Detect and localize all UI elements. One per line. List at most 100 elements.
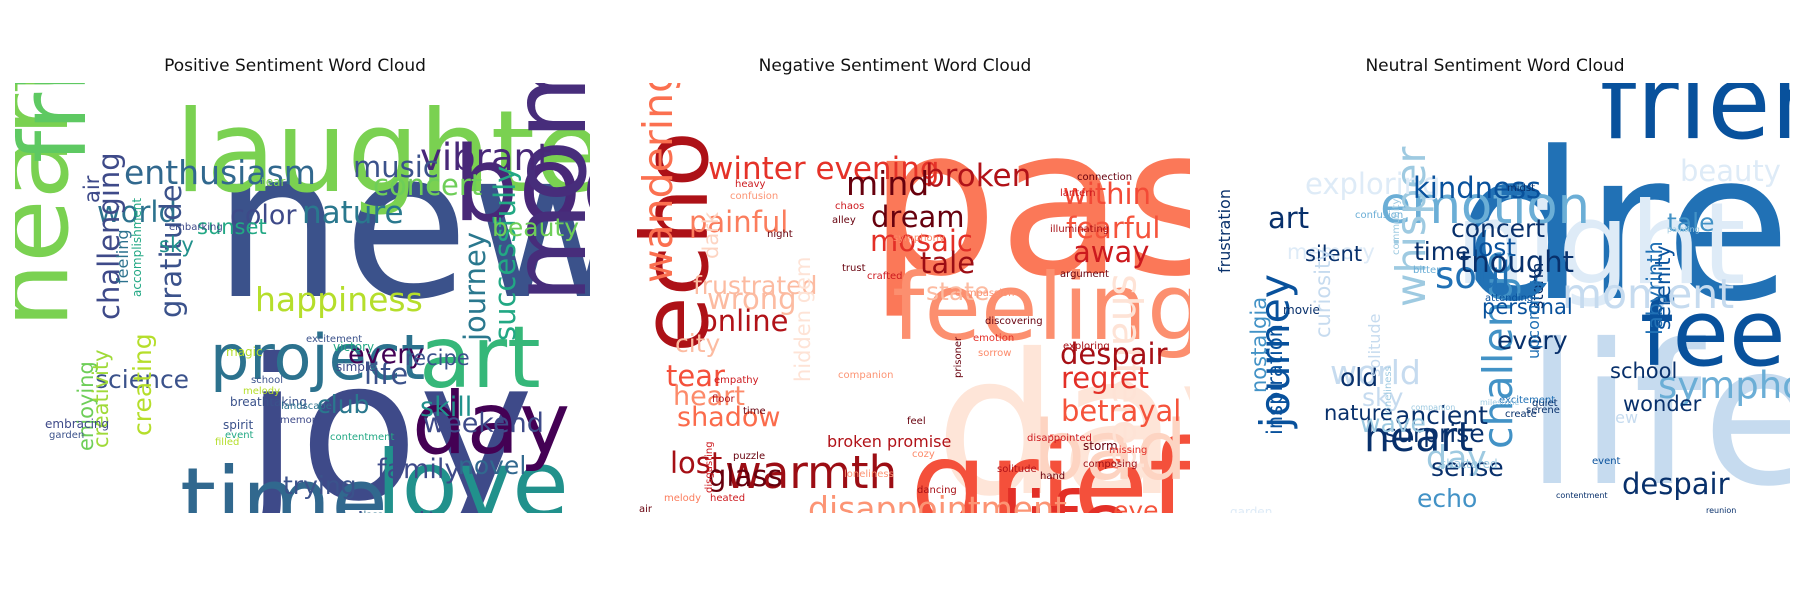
word-2-12: soul (1435, 254, 1511, 297)
word-2-9: moment (1562, 270, 1734, 318)
word-2-24: time (1414, 237, 1470, 266)
word-1-24: betrayal (1061, 394, 1181, 428)
word-1-64: illuminating (1050, 224, 1109, 235)
word-0-33: adventure (401, 508, 539, 513)
word-1-10: disappointment (808, 489, 1067, 513)
word-2-7: journey (1251, 274, 1299, 429)
word-2-62: companion (1411, 403, 1455, 412)
word-1-45: feel (907, 416, 926, 427)
word-0-41: air (80, 175, 104, 203)
word-0-7: time (180, 448, 388, 513)
word-0-10: art (419, 308, 541, 408)
word-2-38: personal (1482, 295, 1573, 319)
word-1-60: alley (832, 215, 856, 226)
word-0-27: weekend (423, 408, 544, 439)
word-2-55: event (1592, 456, 1621, 467)
word-1-32: lost (670, 446, 722, 480)
word-2-54: create (1505, 409, 1537, 420)
word-0-23: successfully (488, 166, 522, 341)
word-1-73: trust (842, 263, 866, 274)
word-2-15: despair (1622, 467, 1730, 501)
word-1-28: city (675, 329, 720, 358)
word-0-36: creating (128, 333, 157, 436)
word-2-25: every (1497, 326, 1568, 355)
word-1-5: bad (1033, 404, 1187, 499)
word-0-44: accomplishment (130, 198, 144, 297)
word-0-4: friend (15, 83, 107, 163)
word-2-50: movie (1283, 303, 1320, 317)
word-2-42: frustration (1215, 189, 1234, 273)
word-1-52: disgusting (704, 441, 715, 493)
word-0-0: new (213, 107, 590, 345)
word-2-1: life (1525, 302, 1790, 513)
word-2-11: heart (1364, 413, 1473, 461)
word-2-37: serenity (1651, 245, 1675, 330)
word-1-41: disappointed (1027, 433, 1092, 444)
word-0-6: moment (490, 83, 590, 303)
word-0-46: breathtaking (230, 395, 307, 409)
word-2-66: contentment (1556, 491, 1608, 500)
word-1-26: wrong (707, 282, 797, 316)
word-2-61: community (1391, 199, 1402, 255)
word-0-39: sky (159, 233, 194, 257)
word-2-13: world (1330, 353, 1421, 392)
word-2-5: emotion (1380, 177, 1590, 236)
word-0-54: event (225, 430, 254, 441)
word-0-55: filled (215, 437, 239, 448)
word-2-63: milestone (1480, 398, 1519, 407)
word-0-38: creativity (89, 350, 113, 449)
word-2-57: attending (1485, 293, 1533, 304)
negative-word-cloud: pastdaygrief feeling echo badlife warmth wand… (615, 83, 1190, 513)
word-2-20: concert (1451, 214, 1545, 243)
negative-panel: Negative Sentiment Word Cloud pastdaygri… (600, 0, 1190, 600)
word-1-40: missing (1109, 445, 1147, 456)
word-2-44: nostalgia (1247, 297, 1271, 393)
word-0-22: journey (458, 232, 492, 342)
word-2-6: whisper (1387, 146, 1435, 307)
word-0-21: challenging (92, 152, 126, 320)
word-1-48: heated (710, 493, 745, 504)
word-2-48: shattered (1440, 457, 1498, 471)
word-0-18: nature (302, 195, 404, 231)
word-2-3: friend (1600, 83, 1790, 163)
word-2-8: challenge (1474, 250, 1522, 449)
neutral-cloud-svg: dreamlifenight friend feeling emotionwhispe… (1215, 83, 1790, 513)
word-2-40: silent (1305, 242, 1362, 266)
positive-chart-title: Positive Sentiment Word Cloud (164, 56, 426, 76)
word-1-49: puzzle (733, 451, 765, 462)
word-1-58: chaos (835, 201, 864, 212)
neutral-word-cloud: dreamlifenight friend feeling emotionwhispe… (1215, 83, 1790, 513)
word-2-53: quiet (1532, 398, 1558, 409)
word-1-67: discovering (985, 316, 1043, 327)
word-1-68: emotion (973, 333, 1014, 344)
word-1-27: online (700, 304, 788, 338)
word-0-25: science (95, 365, 189, 394)
word-0-61: class (358, 510, 383, 513)
word-0-58: school (251, 375, 283, 386)
word-1-23: regret (1061, 361, 1149, 395)
word-1-37: dark (699, 211, 723, 259)
word-1-25: frustrated (693, 271, 817, 300)
word-2-29: ancient (1395, 401, 1488, 430)
word-2-47: solitude (1365, 314, 1384, 377)
word-1-18: mosaic (870, 224, 973, 258)
word-0-40: sunset (197, 215, 267, 239)
negative-chart-title: Negative Sentiment Word Cloud (758, 56, 1032, 76)
word-1-8: wandering (634, 83, 682, 283)
word-0-20: gratitude (154, 184, 188, 318)
word-2-33: nature (1324, 401, 1393, 425)
word-2-2: night (1455, 178, 1746, 310)
word-1-19: away (1073, 235, 1149, 269)
word-2-34: memory (1287, 240, 1375, 264)
word-1-71: compassion (955, 288, 1015, 299)
word-2-67: loneliness (1383, 366, 1394, 416)
word-0-9: day (412, 374, 570, 474)
word-1-38: storm (1083, 439, 1118, 453)
word-0-57: embarking (169, 222, 223, 233)
word-2-0: dream (1455, 109, 1790, 347)
word-2-49: new (1605, 408, 1638, 427)
word-1-74: symphony (893, 233, 945, 244)
word-2-35: school (1610, 359, 1677, 383)
word-1-29: tear (666, 359, 725, 393)
word-1-15: dream (871, 200, 965, 234)
